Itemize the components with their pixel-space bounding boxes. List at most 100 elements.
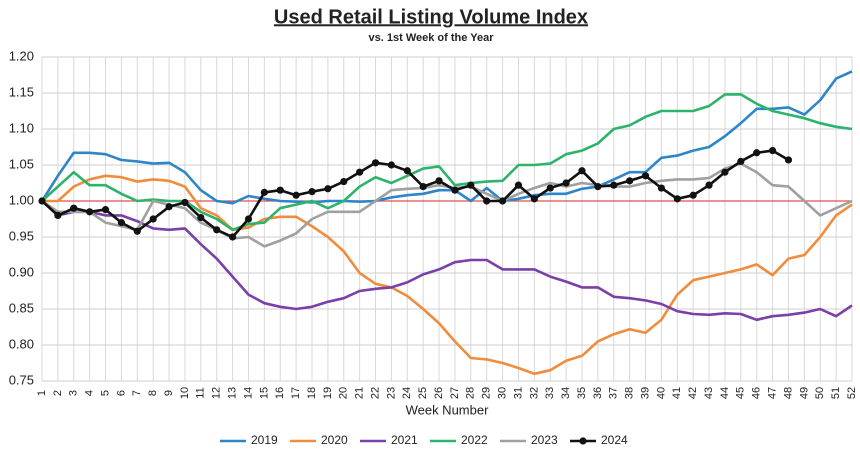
x-tick-label: 44 xyxy=(719,387,731,399)
data-point xyxy=(689,191,697,199)
data-point xyxy=(86,208,94,216)
data-point xyxy=(133,227,141,235)
x-tick-label: 14 xyxy=(242,387,254,399)
data-point xyxy=(705,181,713,189)
data-point xyxy=(244,215,253,223)
legend-label: 2024 xyxy=(601,433,628,447)
x-tick-label: 6 xyxy=(115,390,127,396)
data-point xyxy=(340,177,348,186)
data-point xyxy=(387,161,396,169)
x-tick-label: 48 xyxy=(782,387,794,399)
series-line xyxy=(40,70,853,205)
data-point xyxy=(70,204,78,212)
x-tick-label: 33 xyxy=(544,387,556,399)
x-tick-label: 37 xyxy=(608,387,620,399)
x-tick-label: 24 xyxy=(401,387,413,399)
x-tick-label: 3 xyxy=(68,390,80,396)
x-tick-label: 20 xyxy=(338,387,350,399)
y-tick-label: 1.10 xyxy=(9,120,34,135)
x-tick-label: 10 xyxy=(179,387,191,399)
legend-marker xyxy=(579,437,587,445)
x-tick-label: 36 xyxy=(592,387,604,399)
data-point xyxy=(54,211,62,219)
x-tick-label: 26 xyxy=(433,387,445,399)
x-tick-label: 51 xyxy=(830,387,842,399)
x-tick-label: 38 xyxy=(624,387,636,399)
x-tick-label: 43 xyxy=(703,387,715,399)
x-tick-label: 39 xyxy=(639,387,651,399)
data-point xyxy=(324,185,332,193)
data-point xyxy=(117,219,126,227)
data-point xyxy=(483,197,491,205)
data-point xyxy=(657,184,666,192)
data-point xyxy=(578,167,586,175)
y-tick-label: 0.85 xyxy=(9,300,34,315)
series-line xyxy=(41,200,853,322)
x-tick-label: 27 xyxy=(449,387,461,399)
x-tick-label: 9 xyxy=(163,390,175,396)
x-tick-label: 5 xyxy=(99,390,111,396)
x-tick-label: 45 xyxy=(735,387,747,399)
data-point xyxy=(308,188,316,196)
x-tick-label: 11 xyxy=(195,387,207,398)
x-tick-label: 21 xyxy=(354,387,366,399)
data-point xyxy=(546,184,554,192)
data-point xyxy=(356,168,364,176)
y-tick-label: 1.15 xyxy=(9,84,34,99)
legend-label: 2020 xyxy=(321,433,348,447)
x-tick-label: 18 xyxy=(306,387,318,399)
x-tick-label: 28 xyxy=(465,387,477,399)
data-point xyxy=(38,197,46,205)
data-point xyxy=(753,149,761,157)
data-point xyxy=(594,183,602,191)
y-tick-label: 0.80 xyxy=(9,336,34,351)
data-point xyxy=(181,198,189,207)
data-point xyxy=(435,177,443,185)
data-point xyxy=(784,156,793,164)
data-point xyxy=(197,213,205,222)
series-line xyxy=(42,174,853,376)
data-point xyxy=(451,186,459,194)
series-line xyxy=(41,93,853,232)
x-tick-label: 49 xyxy=(798,387,810,399)
x-tick-label: 12 xyxy=(211,387,223,399)
y-tick-label: 1.20 xyxy=(9,48,34,63)
data-point xyxy=(213,226,221,234)
x-axis-label: Week Number xyxy=(406,402,490,417)
x-tick-label: 13 xyxy=(226,387,238,399)
legend-label: 2023 xyxy=(531,433,558,447)
x-tick-label: 41 xyxy=(671,387,683,399)
data-point xyxy=(626,177,634,185)
data-point xyxy=(673,195,681,203)
data-point xyxy=(610,181,618,189)
x-tick-label: 4 xyxy=(84,390,96,396)
x-tick-label: 8 xyxy=(147,390,159,396)
y-tick-label: 0.75 xyxy=(9,372,34,387)
x-tick-label: 15 xyxy=(258,387,270,399)
data-point xyxy=(737,157,745,165)
x-tick-label: 50 xyxy=(814,387,826,399)
data-point xyxy=(419,183,427,191)
data-point xyxy=(562,179,570,187)
data-point xyxy=(530,195,538,203)
x-tick-label: 46 xyxy=(751,387,763,399)
data-point xyxy=(403,167,411,175)
data-point xyxy=(260,188,268,196)
x-tick-label: 31 xyxy=(512,387,524,399)
x-tick-label: 22 xyxy=(369,387,381,399)
data-point xyxy=(768,147,777,155)
x-tick-label: 47 xyxy=(766,387,778,399)
data-point xyxy=(721,168,729,176)
legend-label: 2022 xyxy=(461,433,488,447)
data-point xyxy=(498,197,507,205)
x-tick-label: 40 xyxy=(655,387,667,399)
chart-subtitle: vs. 1st Week of the Year xyxy=(369,32,495,44)
data-point xyxy=(101,206,110,214)
data-point xyxy=(467,181,475,189)
legend-label: 2021 xyxy=(391,433,418,447)
x-tick-label: 29 xyxy=(481,387,493,399)
x-tick-label: 23 xyxy=(385,387,397,399)
x-tick-label: 17 xyxy=(290,387,302,399)
x-tick-label: 42 xyxy=(687,387,699,399)
x-tick-label: 30 xyxy=(496,387,508,399)
